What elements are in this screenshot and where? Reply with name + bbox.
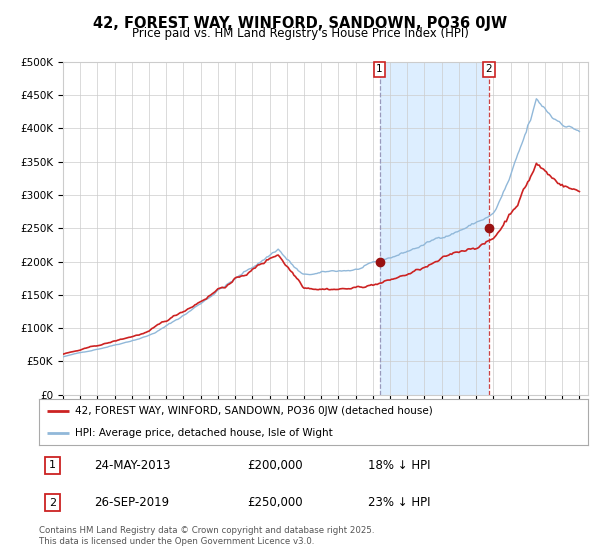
Text: £250,000: £250,000 xyxy=(248,496,303,509)
Text: 23% ↓ HPI: 23% ↓ HPI xyxy=(368,496,431,509)
Text: £200,000: £200,000 xyxy=(248,459,303,472)
Text: 18% ↓ HPI: 18% ↓ HPI xyxy=(368,459,431,472)
Text: 2: 2 xyxy=(485,64,492,74)
Text: Contains HM Land Registry data © Crown copyright and database right 2025.: Contains HM Land Registry data © Crown c… xyxy=(39,526,374,535)
Text: 42, FOREST WAY, WINFORD, SANDOWN, PO36 0JW (detached house): 42, FOREST WAY, WINFORD, SANDOWN, PO36 0… xyxy=(74,406,433,416)
Text: 26-SEP-2019: 26-SEP-2019 xyxy=(94,496,169,509)
Text: HPI: Average price, detached house, Isle of Wight: HPI: Average price, detached house, Isle… xyxy=(74,428,332,438)
Text: 24-MAY-2013: 24-MAY-2013 xyxy=(94,459,170,472)
Text: 1: 1 xyxy=(49,460,56,470)
Text: 1: 1 xyxy=(376,64,383,74)
Text: 42, FOREST WAY, WINFORD, SANDOWN, PO36 0JW: 42, FOREST WAY, WINFORD, SANDOWN, PO36 0… xyxy=(93,16,507,31)
Bar xyxy=(380,62,488,395)
Text: This data is licensed under the Open Government Licence v3.0.: This data is licensed under the Open Gov… xyxy=(39,538,314,547)
Text: 2: 2 xyxy=(49,498,56,507)
Text: Price paid vs. HM Land Registry's House Price Index (HPI): Price paid vs. HM Land Registry's House … xyxy=(131,27,469,40)
